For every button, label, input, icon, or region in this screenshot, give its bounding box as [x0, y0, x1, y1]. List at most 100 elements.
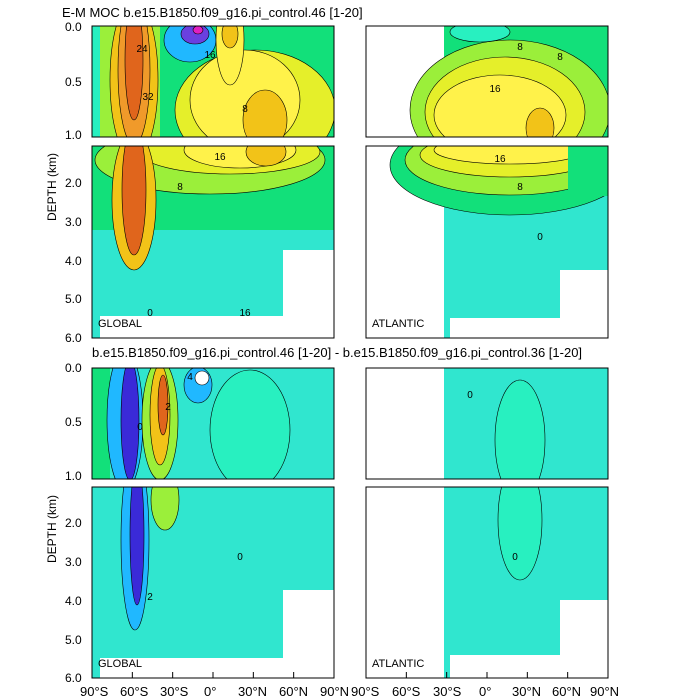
contour-band: [120, 368, 140, 479]
contour-label: 0: [537, 232, 543, 243]
contour-band: [450, 655, 560, 678]
y-tick: 0.5: [65, 415, 82, 429]
x-tick-atlantic: 90°N: [590, 684, 620, 699]
x-tick-atlantic: 60°S: [392, 684, 421, 699]
contour-band: [560, 600, 608, 678]
x-tick-global: 90°N: [320, 684, 350, 699]
y-axis-label-bottom: DEPTH (km): [45, 495, 59, 563]
contour-band: [221, 26, 239, 49]
contour-band: [100, 316, 283, 338]
y-tick: 1.0: [65, 128, 82, 142]
atlantic-diff-upper-panel: 0: [366, 368, 608, 479]
contour-label: 0: [237, 552, 243, 563]
panel-frame: [91, 25, 335, 138]
contour-band: [92, 368, 110, 479]
region-label-global: GLOBAL: [98, 318, 143, 330]
y-tick: 2.0: [65, 176, 82, 190]
x-tick-global: 90°S: [80, 684, 109, 699]
x-tick-global: 0°: [204, 684, 217, 699]
contour-band: [121, 146, 147, 256]
x-tick-global: 30°N: [238, 684, 268, 699]
x-tick-atlantic: 30°S: [433, 684, 462, 699]
contour-band: [150, 487, 180, 531]
y-tick: 3.0: [65, 555, 82, 569]
contour-band: [283, 250, 334, 338]
contour-label: 8: [517, 182, 523, 193]
contour-band: [209, 369, 291, 479]
contour-band: [194, 370, 210, 386]
y-tick: 1.0: [65, 469, 82, 483]
panel-frame: [365, 367, 609, 480]
contour-band: [450, 318, 560, 338]
global-diff-lower-panel: 20: [92, 487, 334, 678]
global-diff-upper-panel: 0 2 4: [92, 368, 334, 479]
contour-band: [157, 374, 169, 436]
atlantic-diff-lower-panel: 0: [366, 487, 608, 678]
panel-frame: [91, 145, 335, 339]
y-tick: 6.0: [65, 671, 82, 685]
contour-label: 16: [214, 152, 226, 163]
contour-label: 0: [137, 422, 143, 433]
contour-band: [433, 146, 587, 165]
contour-band: [100, 658, 283, 678]
y-tick: 6.0: [65, 331, 82, 345]
x-tick-atlantic: 90°S: [351, 684, 380, 699]
contour-band: [129, 487, 145, 606]
global-upper-panel: 24 32 16 8: [92, 26, 334, 137]
contour-label: 2: [165, 402, 171, 413]
contour-label: 8: [557, 52, 563, 63]
contour-band: [245, 146, 287, 167]
contour-label: 32: [142, 92, 154, 103]
contour-label: 8: [517, 42, 523, 53]
region-label-global: GLOBAL: [98, 658, 143, 670]
contour-label: 0: [147, 308, 153, 319]
y-tick: 0.0: [65, 20, 82, 34]
contour-label: 24: [136, 44, 148, 55]
contour-label: 16: [204, 50, 216, 61]
y-tick: 0.5: [65, 75, 82, 89]
contour-band: [124, 26, 144, 121]
y-tick: 5.0: [65, 292, 82, 306]
bottom-title: b.e15.B1850.f09_g16.pi_control.46 [1-20]…: [92, 345, 583, 360]
y-axis-label-top: DEPTH (km): [45, 153, 59, 221]
contour-band: [494, 379, 546, 479]
x-tick-global: 60°N: [279, 684, 309, 699]
y-tick: 0.0: [65, 361, 82, 375]
y-tick: 4.0: [65, 254, 82, 268]
y-tick: 2.0: [65, 516, 82, 530]
x-tick-global: 60°S: [120, 684, 149, 699]
x-tick-atlantic: 30°N: [512, 684, 542, 699]
y-tick: 5.0: [65, 633, 82, 647]
contour-label: 2: [147, 592, 153, 603]
contour-label: 4: [187, 372, 193, 383]
contour-band: [283, 590, 334, 678]
panel-frame: [365, 25, 609, 138]
contour-band: [497, 487, 543, 581]
contour-band: [568, 146, 608, 196]
panel-frame: [91, 367, 335, 480]
panel-frame: [365, 145, 609, 339]
y-tick: 3.0: [65, 215, 82, 229]
region-label-atlantic: ATLANTIC: [372, 658, 425, 670]
contour-label: 16: [489, 84, 501, 95]
global-lower-panel: 0 16 16 8: [92, 146, 334, 338]
y-tick: 4.0: [65, 594, 82, 608]
x-tick-atlantic: 0°: [479, 684, 492, 699]
contour-band: [525, 107, 555, 137]
contour-label: 16: [239, 308, 251, 319]
top-title: E-M MOC b.e15.B1850.f09_g16.pi_control.4…: [62, 5, 363, 20]
region-label-atlantic: ATLANTIC: [372, 318, 425, 330]
x-tick-atlantic: 60°N: [552, 684, 582, 699]
contour-label: 0: [512, 552, 518, 563]
contour-label: 8: [242, 104, 248, 115]
contour-band: [449, 26, 511, 43]
contour-band: [560, 270, 608, 338]
contour-label: 16: [494, 154, 506, 165]
x-tick-global: 30°S: [160, 684, 189, 699]
contour-band: [192, 26, 204, 35]
contour-band: [242, 89, 288, 137]
contour-label: 0: [467, 390, 473, 401]
